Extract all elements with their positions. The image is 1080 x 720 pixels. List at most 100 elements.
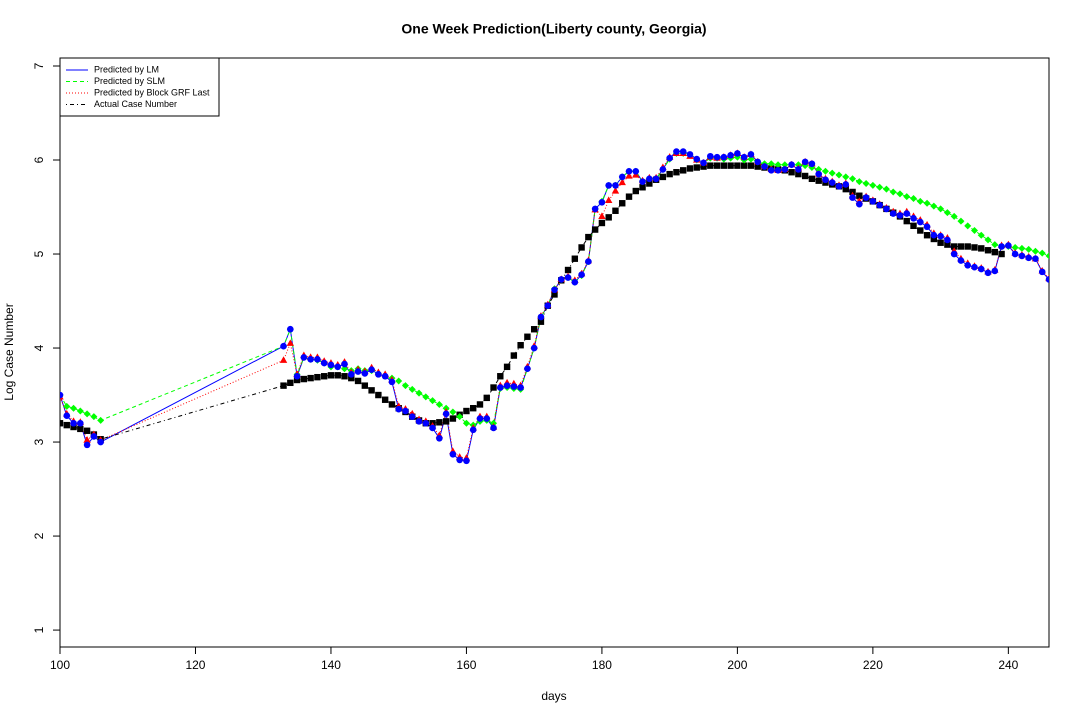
point (882, 185, 890, 193)
point (280, 342, 287, 350)
point (585, 233, 592, 241)
point (463, 457, 470, 465)
point (943, 209, 951, 217)
point (666, 154, 673, 162)
point (822, 176, 829, 184)
point (950, 212, 958, 220)
point (77, 425, 84, 433)
point (849, 194, 856, 201)
point (767, 167, 775, 174)
point (70, 404, 78, 412)
y-tick-label: 2 (32, 532, 46, 539)
point (774, 167, 782, 174)
point (998, 250, 1005, 258)
point (334, 363, 342, 371)
point (70, 423, 77, 431)
point (740, 162, 748, 169)
point (808, 160, 816, 168)
point (1038, 249, 1046, 257)
point (977, 265, 985, 273)
point (320, 373, 328, 380)
point (1011, 243, 1019, 251)
point (83, 427, 91, 434)
point (781, 161, 789, 169)
point (971, 263, 978, 271)
y-tick-label: 1 (32, 626, 46, 633)
point (815, 170, 822, 178)
x-tick-label: 200 (727, 658, 747, 672)
point (436, 434, 443, 442)
point (1031, 247, 1039, 255)
point (970, 227, 978, 235)
point (293, 376, 301, 384)
point (462, 419, 470, 427)
point (625, 167, 633, 175)
point (619, 200, 626, 207)
point (510, 383, 518, 390)
point (869, 181, 877, 189)
chart-title: One Week Prediction(Liberty county, Geor… (401, 21, 706, 37)
point (923, 223, 931, 231)
point (395, 377, 403, 385)
point (835, 183, 843, 190)
point (659, 166, 667, 173)
point (707, 162, 714, 169)
point (286, 339, 295, 346)
point (1032, 255, 1039, 263)
point (998, 243, 1005, 250)
point (903, 217, 910, 225)
point (307, 374, 314, 382)
legend-label: Predicted by Block GRF Last (94, 87, 210, 97)
point (470, 405, 477, 412)
point (537, 318, 545, 325)
point (483, 394, 490, 402)
point (327, 361, 335, 369)
point (503, 382, 511, 389)
point (828, 169, 836, 177)
point (632, 187, 639, 195)
point (354, 377, 362, 385)
point (679, 148, 687, 155)
point (449, 415, 457, 422)
point (279, 356, 288, 363)
point (83, 410, 91, 418)
point (957, 257, 965, 264)
point (686, 165, 694, 172)
point (1018, 252, 1026, 260)
point (801, 172, 809, 180)
point (734, 162, 741, 169)
point (611, 187, 620, 194)
point (862, 180, 870, 188)
point (652, 175, 660, 183)
point (707, 152, 714, 160)
y-tick-label: 5 (32, 250, 46, 257)
point (849, 175, 857, 183)
series-line (60, 165, 1002, 440)
legend-box (59, 57, 220, 117)
point (632, 167, 640, 175)
point (354, 368, 362, 375)
point (476, 415, 484, 422)
point (930, 235, 938, 243)
x-tick-label: 120 (185, 658, 205, 672)
point (855, 178, 863, 186)
point (984, 247, 992, 254)
point (856, 200, 863, 208)
point (944, 236, 951, 244)
point (293, 372, 301, 380)
point (429, 397, 437, 405)
point (1018, 244, 1026, 252)
point (1038, 268, 1046, 276)
point (90, 413, 98, 421)
point (639, 184, 646, 191)
legend-label: Predicted by LM (94, 64, 159, 74)
point (415, 389, 423, 397)
point (1045, 276, 1049, 283)
point (327, 372, 335, 379)
point (524, 365, 531, 373)
point (984, 269, 992, 277)
point (896, 212, 904, 219)
point (598, 199, 606, 206)
point (937, 232, 944, 240)
point (551, 286, 558, 294)
